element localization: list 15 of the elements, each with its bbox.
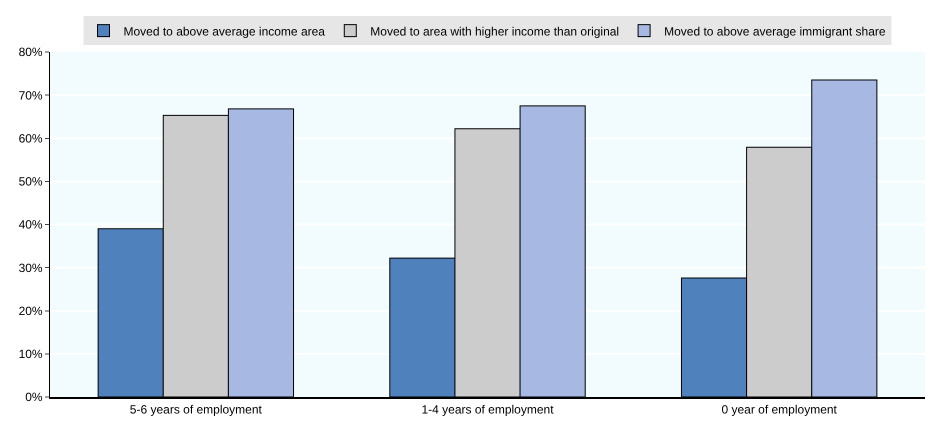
y-tick-label: 70% [18, 88, 43, 102]
x-tick-label: 1-4 years of employment [421, 402, 554, 416]
y-tick-label: 50% [18, 174, 43, 189]
legend-label: Moved to area with higher income than original [370, 24, 620, 38]
y-tick-label: 10% [18, 347, 43, 362]
y-tick-label: 0% [25, 390, 43, 404]
y-tick-label: 60% [18, 131, 43, 146]
y-tick-label: 30% [18, 260, 43, 275]
x-tick-label: 5-6 years of employment [130, 402, 263, 416]
y-tick-label: 80% [18, 45, 43, 60]
legend-label: Moved to above average income area [124, 24, 326, 38]
x-tick-label: 0 year of employment [721, 402, 838, 416]
y-tick-label: 20% [18, 304, 43, 318]
legend-label: Moved to above average immigrant share [664, 24, 886, 38]
y-tick-label: 40% [18, 218, 43, 232]
